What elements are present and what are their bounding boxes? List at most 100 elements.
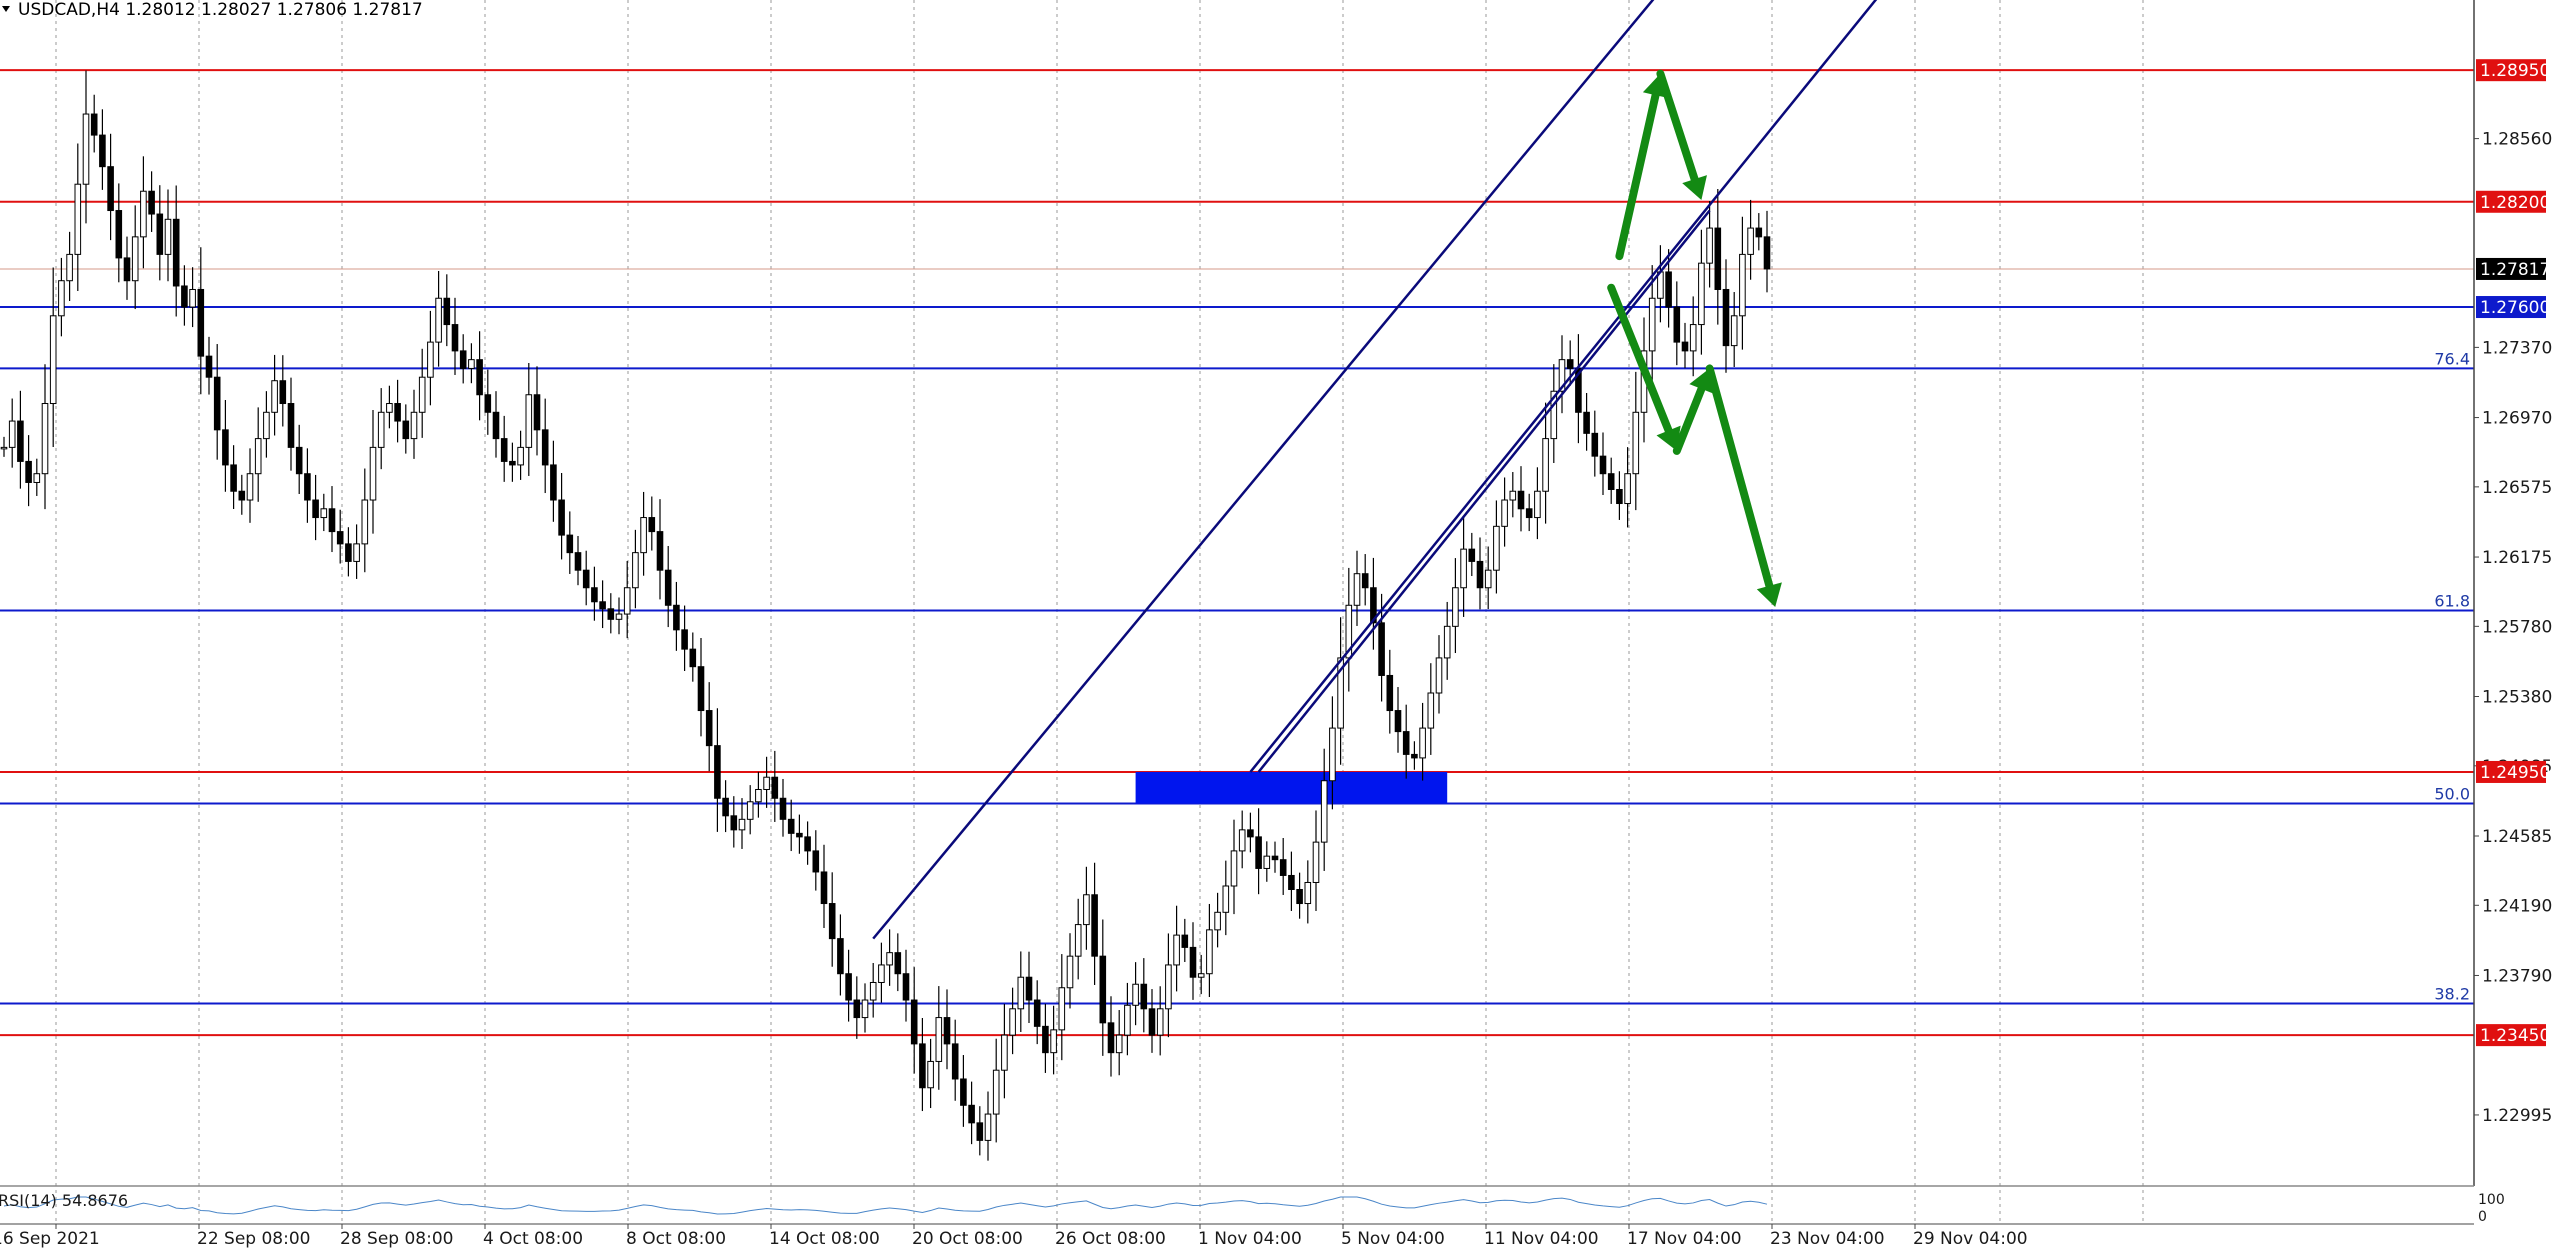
- candle-body: [623, 587, 631, 615]
- candle-body: [1722, 288, 1730, 347]
- fib-label-76.4: 76.4: [2434, 349, 2470, 368]
- candle-body: [1689, 324, 1697, 352]
- candle-body: [254, 438, 262, 475]
- candle-body: [1763, 236, 1771, 270]
- candle-body: [1025, 976, 1033, 1001]
- arrow-shaft: [1607, 283, 1673, 435]
- candle-body: [1238, 829, 1246, 852]
- level-label-1.28950: 1.28950: [2480, 61, 2550, 81]
- candle-body: [484, 394, 492, 413]
- candle-body: [181, 285, 188, 308]
- candle-body: [1083, 894, 1090, 926]
- rsi-panel: [3, 1196, 1768, 1215]
- candle-body: [140, 190, 147, 238]
- candle-body: [1714, 227, 1722, 290]
- candle-body: [566, 534, 574, 554]
- level-label-1.24950: 1.24950: [2480, 763, 2550, 783]
- trend-channel: [872, 0, 1878, 940]
- candle-body: [1042, 1025, 1049, 1054]
- level-label-box: [2476, 296, 2546, 319]
- candle-body: [1747, 227, 1754, 255]
- candle-body: [1107, 1022, 1115, 1054]
- candle-body: [1206, 929, 1213, 975]
- candle-body: [443, 297, 451, 326]
- arrow-head: [1682, 175, 1707, 201]
- candle-body: [492, 411, 500, 440]
- candle-body: [919, 1043, 926, 1089]
- candle-body: [164, 218, 172, 255]
- candle-body: [1624, 473, 1631, 505]
- time-tick-label: 4 Oct 08:00: [483, 1229, 583, 1248]
- candle-body: [238, 490, 246, 501]
- candle-body: [525, 394, 533, 448]
- candle-body: [418, 376, 426, 413]
- candle-body: [345, 543, 352, 562]
- candle-body: [1115, 1034, 1123, 1054]
- candle-body: [1099, 955, 1107, 1024]
- candle-body: [451, 324, 459, 352]
- candle-body: [386, 403, 393, 413]
- candle-body: [1181, 934, 1189, 948]
- candle-body: [787, 818, 795, 834]
- candle-body: [369, 446, 377, 501]
- candle-body: [82, 113, 90, 185]
- candle-body: [353, 543, 360, 562]
- candle-body: [1329, 727, 1336, 782]
- candle-body: [115, 210, 123, 259]
- candle-body: [1665, 271, 1672, 308]
- candle-body: [25, 460, 32, 483]
- candle-body: [1607, 473, 1615, 490]
- price-tick-label: 1.22995: [2482, 1106, 2552, 1126]
- candle-body: [714, 745, 721, 799]
- time-tick-label: 22 Sep 08:00: [197, 1229, 310, 1248]
- candle-body: [213, 376, 221, 431]
- candle-body: [197, 288, 205, 357]
- candle-body: [1476, 560, 1484, 589]
- channel-line: [1249, 0, 1878, 773]
- candle-body: [74, 183, 82, 255]
- candle-body: [377, 411, 385, 448]
- candle-body: [304, 473, 311, 501]
- collapse-triangle-icon[interactable]: [2, 6, 10, 12]
- candle-body: [1558, 359, 1566, 392]
- scenario-arrows: [1607, 69, 1782, 608]
- candle-body: [927, 1060, 934, 1089]
- candle-body: [1271, 855, 1279, 861]
- candle-body: [574, 552, 582, 571]
- candle-body: [1230, 850, 1238, 887]
- candle-body: [222, 429, 229, 466]
- candle-body: [738, 818, 746, 831]
- candle-body: [336, 531, 344, 545]
- candle-body: [287, 403, 295, 448]
- candle-body: [1501, 499, 1508, 527]
- candle-body: [771, 776, 779, 799]
- candle-body: [271, 380, 278, 413]
- candle-body: [1616, 488, 1623, 505]
- candle-body: [1255, 836, 1262, 869]
- candle-body: [1165, 964, 1172, 1010]
- candle-body: [1739, 253, 1746, 317]
- candle-body: [746, 801, 754, 820]
- candle-body: [435, 297, 442, 343]
- candle-body: [66, 253, 73, 282]
- candle-body: [681, 629, 688, 650]
- candle-body: [648, 517, 656, 533]
- candle-body: [205, 355, 213, 378]
- candle-body: [591, 587, 598, 603]
- candle-body: [1525, 508, 1533, 519]
- candle-body: [1058, 987, 1066, 1031]
- price-axis: 1.28560 1.27370 1.26970 1.26575 1.26175 1.257…: [2474, 130, 2552, 1126]
- candle-body: [1156, 1008, 1164, 1036]
- level-label-1.27600: 1.27600: [2480, 298, 2550, 318]
- candle-body: [632, 552, 639, 589]
- candle-body: [1074, 924, 1082, 957]
- candle-body: [878, 964, 885, 983]
- candle-body: [943, 1017, 951, 1045]
- arrow-shaft: [1656, 69, 1699, 184]
- candle-body: [640, 517, 647, 554]
- candle-body: [599, 601, 606, 610]
- candle-body: [796, 832, 803, 838]
- level-label-box: [2476, 257, 2546, 280]
- candle-body: [1009, 1008, 1016, 1036]
